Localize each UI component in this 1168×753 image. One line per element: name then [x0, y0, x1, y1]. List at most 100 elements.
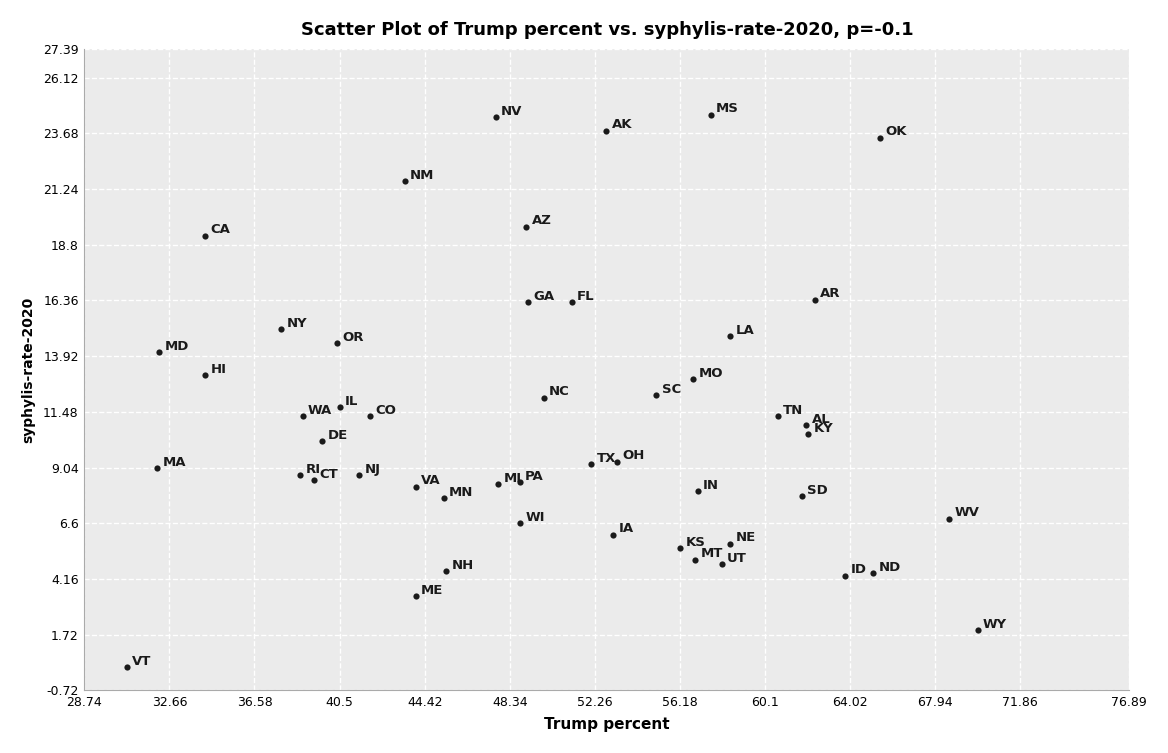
Text: UT: UT — [726, 552, 746, 565]
Point — [313, 435, 332, 447]
Point — [721, 330, 739, 342]
Text: CT: CT — [319, 468, 338, 480]
Point — [196, 369, 215, 381]
Point — [968, 624, 987, 636]
Text: CA: CA — [210, 224, 230, 236]
Text: MA: MA — [162, 456, 186, 469]
Text: TN: TN — [784, 404, 804, 416]
Point — [864, 568, 883, 580]
Text: NH: NH — [451, 559, 473, 572]
Point — [870, 132, 889, 144]
Point — [769, 410, 787, 422]
Point — [534, 392, 552, 404]
Text: OK: OK — [885, 125, 906, 139]
Text: WV: WV — [954, 506, 980, 520]
Text: DE: DE — [328, 428, 348, 442]
Point — [792, 489, 811, 501]
Text: ID: ID — [850, 563, 867, 577]
Point — [647, 389, 666, 401]
Text: NM: NM — [410, 169, 434, 181]
Point — [304, 474, 322, 486]
Text: ND: ND — [878, 561, 901, 574]
Point — [395, 175, 413, 187]
Point — [701, 108, 719, 120]
Point — [406, 480, 425, 492]
Text: VA: VA — [420, 474, 440, 487]
Point — [712, 558, 731, 570]
Point — [349, 469, 368, 481]
Text: NY: NY — [286, 317, 307, 330]
Point — [510, 476, 529, 488]
Text: MO: MO — [698, 367, 723, 380]
Point — [609, 456, 627, 468]
Text: AL: AL — [812, 413, 830, 425]
Point — [940, 513, 959, 525]
Point — [406, 590, 425, 602]
Point — [196, 230, 215, 242]
Point — [361, 410, 380, 422]
Text: LA: LA — [736, 324, 755, 337]
Point — [670, 542, 689, 554]
Point — [799, 428, 818, 441]
Text: WY: WY — [983, 618, 1007, 631]
Point — [604, 529, 623, 541]
Point — [331, 401, 349, 413]
Text: KS: KS — [686, 536, 705, 549]
Text: KY: KY — [814, 422, 834, 435]
Point — [597, 125, 616, 137]
Point — [806, 294, 825, 306]
Text: IL: IL — [345, 395, 359, 407]
Point — [434, 492, 453, 504]
X-axis label: Trump percent: Trump percent — [544, 717, 669, 732]
Text: AZ: AZ — [531, 215, 551, 227]
Text: FL: FL — [577, 290, 595, 303]
Text: OR: OR — [343, 331, 364, 343]
Point — [486, 111, 505, 123]
Point — [510, 517, 529, 529]
Point — [519, 296, 537, 308]
Point — [293, 410, 312, 422]
Text: AR: AR — [820, 287, 841, 300]
Text: MI: MI — [503, 472, 522, 485]
Point — [328, 337, 347, 349]
Text: CO: CO — [375, 404, 396, 416]
Text: VT: VT — [132, 654, 152, 668]
Point — [688, 485, 707, 497]
Point — [836, 570, 855, 582]
Text: HI: HI — [210, 363, 227, 376]
Text: SD: SD — [807, 483, 828, 496]
Text: TX: TX — [597, 452, 616, 465]
Point — [437, 565, 456, 577]
Text: MS: MS — [716, 102, 739, 115]
Point — [148, 462, 167, 474]
Text: SC: SC — [662, 383, 681, 396]
Text: IA: IA — [618, 523, 633, 535]
Text: PA: PA — [526, 470, 544, 483]
Text: NJ: NJ — [364, 463, 381, 476]
Text: MN: MN — [450, 486, 473, 498]
Text: NC: NC — [549, 386, 570, 398]
Text: WI: WI — [526, 511, 544, 524]
Point — [118, 661, 137, 673]
Text: NV: NV — [501, 105, 522, 117]
Text: GA: GA — [534, 290, 555, 303]
Text: AK: AK — [612, 118, 632, 131]
Point — [582, 458, 600, 470]
Y-axis label: syphylis-rate-2020: syphylis-rate-2020 — [21, 297, 35, 443]
Text: NE: NE — [736, 532, 756, 544]
Text: OH: OH — [623, 450, 645, 462]
Point — [272, 323, 291, 335]
Text: MT: MT — [701, 547, 723, 560]
Point — [684, 373, 703, 386]
Text: IN: IN — [703, 479, 719, 492]
Point — [797, 419, 815, 431]
Title: Scatter Plot of Trump percent vs. syphylis-rate-2020, p=-0.1: Scatter Plot of Trump percent vs. syphyl… — [300, 21, 913, 39]
Text: WA: WA — [308, 404, 333, 416]
Text: MD: MD — [165, 340, 189, 352]
Point — [488, 478, 507, 490]
Point — [517, 221, 536, 233]
Point — [291, 469, 310, 481]
Point — [686, 553, 704, 566]
Text: ME: ME — [420, 584, 444, 597]
Text: RI: RI — [306, 463, 321, 476]
